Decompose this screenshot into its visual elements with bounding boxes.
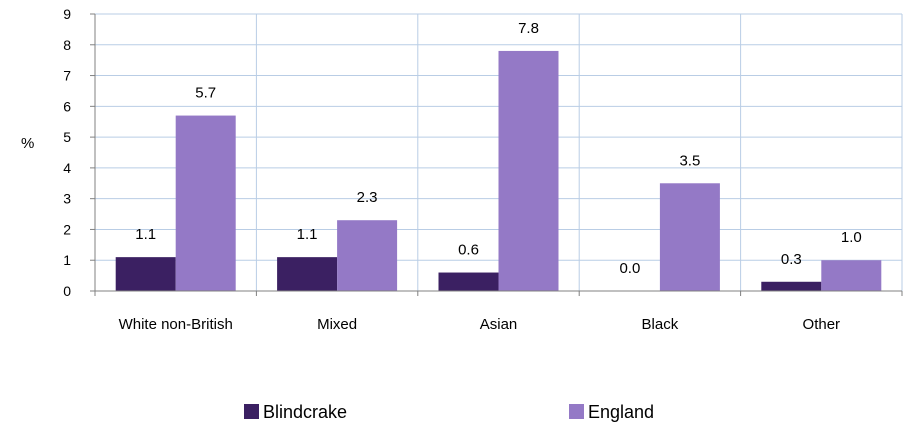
data-label: 1.0 <box>841 229 862 246</box>
x-category-label: Mixed <box>317 316 357 333</box>
legend-swatch-england <box>569 404 584 419</box>
data-label: 2.3 <box>357 189 378 206</box>
x-category-labels: White non-British Mixed Asian Black Other <box>119 316 840 333</box>
legend: Blindcrake England <box>244 402 654 422</box>
bars <box>115 50 882 291</box>
bar-england <box>337 220 398 291</box>
legend-label-england: England <box>588 402 654 422</box>
y-tick-label: 9 <box>63 6 71 22</box>
data-labels: 1.1 5.7 1.1 2.3 0.6 7.8 0.0 3.5 0.3 1.0 <box>135 20 861 277</box>
bar-england <box>659 183 720 291</box>
data-label: 1.1 <box>297 226 318 243</box>
y-tick-label: 0 <box>63 283 71 299</box>
x-category-label: White non-British <box>119 316 233 333</box>
y-tick-label: 1 <box>63 252 71 268</box>
legend-label-blindcrake: Blindcrake <box>263 402 347 422</box>
x-category-label: Asian <box>480 316 518 333</box>
y-tick-label: 8 <box>63 37 71 53</box>
bar-england <box>175 115 236 291</box>
y-axis-label: % <box>21 135 34 152</box>
y-tick-label: 2 <box>63 221 71 237</box>
legend-swatch-blindcrake <box>244 404 259 419</box>
y-tick-label: 3 <box>63 191 71 207</box>
bar-england <box>498 50 559 291</box>
data-label: 0.0 <box>619 260 640 277</box>
bar-blindcrake <box>115 257 176 291</box>
bar-blindcrake <box>438 272 499 291</box>
x-category-label: Black <box>642 316 679 333</box>
axes <box>90 13 903 296</box>
bar-england <box>821 260 882 291</box>
data-label: 7.8 <box>518 20 539 37</box>
bar-blindcrake <box>277 257 338 291</box>
y-tick-labels: 0 1 2 3 4 5 6 7 8 9 <box>63 6 71 299</box>
data-label: 3.5 <box>679 152 700 169</box>
y-tick-label: 7 <box>63 68 71 84</box>
data-label: 0.6 <box>458 242 479 259</box>
y-tick-label: 4 <box>63 160 71 176</box>
data-label: 1.1 <box>135 226 156 243</box>
data-label: 5.7 <box>195 85 216 102</box>
y-tick-label: 6 <box>63 98 71 114</box>
bar-blindcrake <box>761 281 822 291</box>
y-tick-label: 5 <box>63 129 71 145</box>
data-label: 0.3 <box>781 251 802 268</box>
x-category-label: Other <box>803 316 841 333</box>
